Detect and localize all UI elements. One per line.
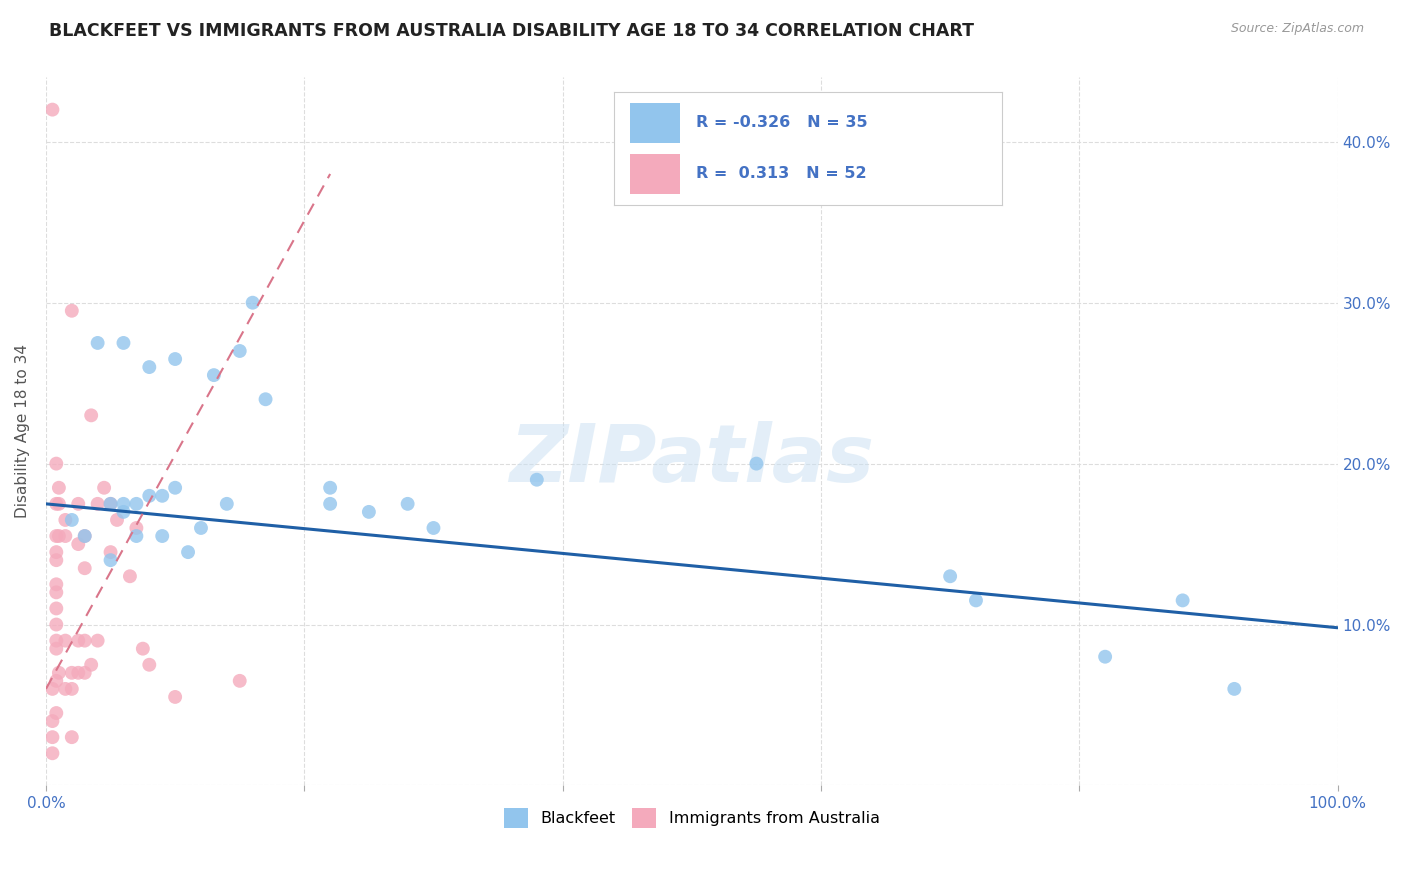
Point bbox=[254, 392, 277, 407]
Point bbox=[48, 529, 70, 543]
Point bbox=[177, 545, 200, 559]
Point bbox=[165, 352, 187, 367]
Point bbox=[53, 681, 76, 696]
Point bbox=[45, 577, 67, 591]
Point bbox=[100, 545, 122, 559]
Point bbox=[86, 497, 108, 511]
Point bbox=[67, 497, 90, 511]
Point bbox=[1171, 593, 1194, 607]
Point bbox=[112, 335, 135, 350]
Point bbox=[228, 673, 250, 688]
Point bbox=[41, 714, 63, 728]
Point bbox=[319, 481, 342, 495]
Point bbox=[45, 617, 67, 632]
Point bbox=[48, 481, 70, 495]
Point bbox=[215, 497, 238, 511]
Point bbox=[965, 593, 987, 607]
Point bbox=[1223, 681, 1246, 696]
Point bbox=[80, 657, 103, 672]
Point bbox=[45, 673, 67, 688]
Point bbox=[86, 633, 108, 648]
Text: BLACKFEET VS IMMIGRANTS FROM AUSTRALIA DISABILITY AGE 18 TO 34 CORRELATION CHART: BLACKFEET VS IMMIGRANTS FROM AUSTRALIA D… bbox=[49, 22, 974, 40]
Point bbox=[48, 497, 70, 511]
Point bbox=[118, 569, 141, 583]
Point bbox=[125, 521, 148, 535]
Text: ZIPatlas: ZIPatlas bbox=[509, 421, 875, 499]
Point bbox=[125, 529, 148, 543]
Point bbox=[138, 360, 160, 375]
Point bbox=[48, 665, 70, 680]
Point bbox=[45, 585, 67, 599]
Point bbox=[422, 521, 444, 535]
Point bbox=[45, 457, 67, 471]
Point bbox=[53, 633, 76, 648]
Y-axis label: Disability Age 18 to 34: Disability Age 18 to 34 bbox=[15, 344, 30, 518]
Point bbox=[45, 641, 67, 656]
Point bbox=[202, 368, 225, 383]
Point bbox=[41, 103, 63, 117]
Point bbox=[138, 489, 160, 503]
Point bbox=[41, 681, 63, 696]
Point bbox=[45, 545, 67, 559]
Point bbox=[319, 497, 342, 511]
Point bbox=[86, 335, 108, 350]
Point bbox=[112, 497, 135, 511]
Point bbox=[60, 681, 83, 696]
Point bbox=[100, 497, 122, 511]
Point bbox=[165, 690, 187, 704]
Point bbox=[67, 537, 90, 551]
Point bbox=[1094, 649, 1116, 664]
Point bbox=[150, 529, 173, 543]
Point bbox=[242, 295, 264, 310]
Point bbox=[60, 303, 83, 318]
Point bbox=[125, 497, 148, 511]
Point bbox=[80, 409, 103, 423]
Point bbox=[60, 730, 83, 744]
Point bbox=[45, 553, 67, 567]
Point bbox=[228, 343, 250, 358]
Point bbox=[73, 633, 96, 648]
Point bbox=[138, 657, 160, 672]
Point bbox=[60, 665, 83, 680]
Point bbox=[73, 665, 96, 680]
Legend: Blackfeet, Immigrants from Australia: Blackfeet, Immigrants from Australia bbox=[498, 802, 886, 834]
Point bbox=[105, 513, 128, 527]
Point bbox=[73, 529, 96, 543]
Point bbox=[939, 569, 962, 583]
Point bbox=[190, 521, 212, 535]
Point bbox=[67, 633, 90, 648]
Point bbox=[67, 665, 90, 680]
Point bbox=[100, 497, 122, 511]
Point bbox=[53, 529, 76, 543]
Point bbox=[41, 730, 63, 744]
Point bbox=[100, 553, 122, 567]
Point bbox=[745, 457, 768, 471]
Point bbox=[150, 489, 173, 503]
Point bbox=[396, 497, 419, 511]
Point bbox=[73, 529, 96, 543]
Point bbox=[93, 481, 115, 495]
Point bbox=[526, 473, 548, 487]
Point bbox=[60, 513, 83, 527]
Point bbox=[45, 633, 67, 648]
Point bbox=[41, 746, 63, 760]
Point bbox=[45, 529, 67, 543]
Point bbox=[112, 505, 135, 519]
Text: Source: ZipAtlas.com: Source: ZipAtlas.com bbox=[1230, 22, 1364, 36]
Point bbox=[357, 505, 380, 519]
Point bbox=[53, 513, 76, 527]
Point bbox=[73, 561, 96, 575]
Point bbox=[132, 641, 155, 656]
Point bbox=[45, 601, 67, 615]
Point bbox=[45, 497, 67, 511]
Point bbox=[165, 481, 187, 495]
Point bbox=[45, 706, 67, 720]
